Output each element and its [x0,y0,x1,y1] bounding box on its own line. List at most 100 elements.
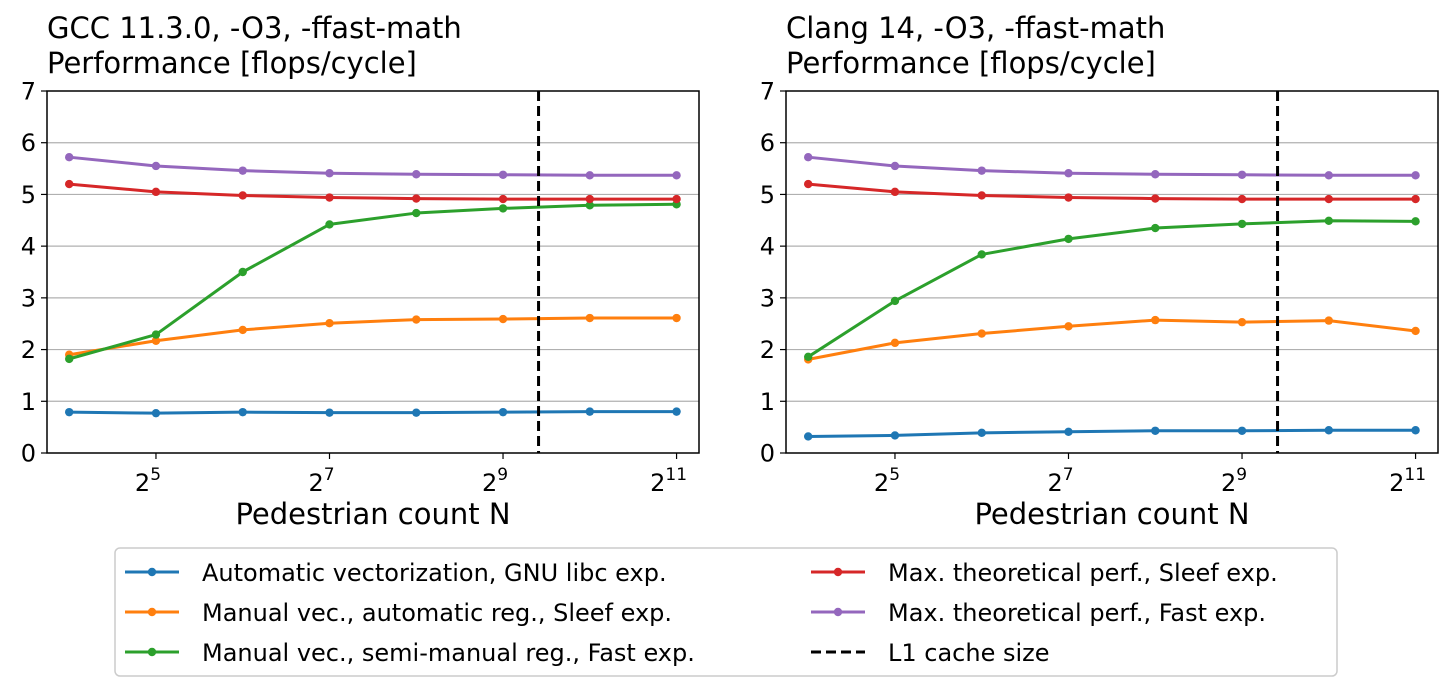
data-point [1064,234,1073,244]
legend: Automatic vectorization, GNU libc exp. Ma… [114,547,1338,677]
y-tick-label: 1 [760,388,775,416]
y-tick-label: 7 [21,78,36,106]
data-point [1064,193,1073,202]
x-tick-exponent: 9 [1236,465,1247,485]
data-point [890,161,900,171]
series-line [67,202,679,361]
x-tick-label: 25 [135,465,161,497]
series-line [806,428,1418,438]
x-tick-base: 2 [308,469,323,497]
data-point [1151,194,1160,203]
x-tick-base: 2 [1047,469,1062,497]
data-point [585,313,594,323]
chart-subtitle: Performance [flops/cycle] [47,46,417,80]
legend-item: Max. theoretical perf., Fast exp. [811,599,1266,627]
legend-swatch-marker [147,567,157,577]
x-tick-exponent: 11 [1404,465,1426,485]
legend-frame [114,547,1338,677]
legend-label: Automatic vectorization, GNU libc exp. [202,559,667,587]
data-point [1237,426,1247,435]
data-point [585,194,594,204]
data-point [1151,315,1160,325]
y-tick-label: 4 [21,233,36,261]
data-point [803,352,813,362]
legend-item: Manual vec., semi-manual reg., Fast exp. [125,639,695,667]
chart-subtitle: Performance [flops/cycle] [786,46,1156,80]
chart-panel-gcc: GCC 11.3.0, -O3, -ffast-math Performance… [21,11,700,531]
data-point [1411,217,1420,226]
series-line [806,182,1418,201]
data-point [64,152,74,162]
data-point [1064,322,1073,331]
x-tick-base: 2 [1221,469,1236,497]
data-point [1237,317,1247,327]
data-point [498,407,508,417]
series-line [806,318,1418,361]
data-point [890,431,900,440]
y-tick-label: 0 [21,440,36,468]
data-point [498,314,508,324]
x-tick-label: 211 [650,465,687,497]
data-point [1411,194,1420,204]
data-point [412,208,421,218]
data-point [412,408,421,417]
legend-label: Manual vec., automatic reg., Sleef exp. [202,599,672,627]
legend-label: Manual vec., semi-manual reg., Fast exp. [202,639,695,667]
x-tick-label: 29 [482,465,508,497]
data-point [151,330,161,339]
data-point [151,408,161,418]
data-point [1151,426,1160,435]
data-point [238,191,247,200]
data-point [977,329,986,338]
x-tick-label: 27 [1047,465,1073,497]
x-tick-base: 2 [482,469,497,497]
series-line [67,410,679,415]
data-point [1411,171,1420,180]
data-point [412,170,421,179]
legend-item: Manual vec., automatic reg., Sleef exp. [125,599,672,627]
data-point [672,407,681,416]
y-tick-label: 5 [21,181,36,209]
legend-swatch-marker [147,647,157,657]
data-point [977,191,986,200]
legend-item: Automatic vectorization, GNU libc exp. [125,559,667,587]
data-point [585,171,594,180]
x-tick-exponent: 11 [665,465,687,485]
axes-frame [46,90,700,454]
y-tick-label: 0 [760,440,775,468]
data-point [64,354,74,364]
y-tick-label: 6 [21,129,36,157]
data-point [412,315,421,324]
data-point [325,169,334,178]
data-point [325,318,334,328]
y-tick-label: 7 [760,78,775,106]
data-point [890,296,900,306]
data-point [803,179,813,189]
data-point [238,267,247,277]
data-point [325,193,334,202]
data-point [585,407,594,416]
x-tick-label: 27 [308,465,334,497]
y-tick-label: 1 [21,388,36,416]
data-point [1324,216,1333,226]
data-point [1324,171,1333,180]
series-line [67,316,679,357]
data-point [672,194,681,204]
data-point [1151,170,1160,179]
chart-title: GCC 11.3.0, -O3, -ffast-math [47,11,462,45]
x-axis-label: Pedestrian count N [974,497,1249,531]
legend-item: L1 cache size [811,639,1050,667]
data-point [803,432,813,441]
data-point [585,201,594,210]
x-tick-exponent: 5 [889,465,900,485]
chart-panel-clang: Clang 14, -O3, -ffast-math Performance [… [760,11,1439,531]
x-tick-base: 2 [650,469,665,497]
data-point [238,407,247,417]
x-tick-exponent: 7 [324,465,335,485]
y-tick-label: 2 [21,336,36,364]
data-point [977,428,986,438]
x-tick-exponent: 9 [497,465,508,485]
data-point [498,194,508,204]
data-point [238,325,247,335]
